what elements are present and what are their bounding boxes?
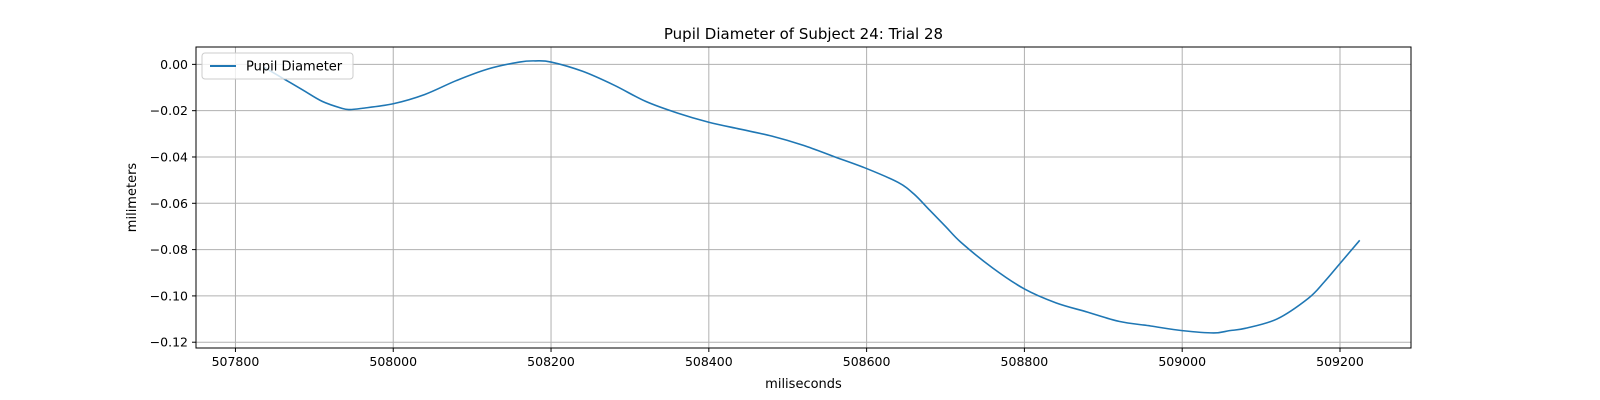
y-axis-label: milimeters xyxy=(125,163,140,233)
chart-title: Pupil Diameter of Subject 24: Trial 28 xyxy=(664,25,943,43)
grid xyxy=(196,47,1411,348)
x-tick-label: 509200 xyxy=(1316,354,1364,369)
y-tick-label: −0.06 xyxy=(150,196,188,211)
x-axis: 507800 508000 508200 508400 508600 508800 5090… xyxy=(212,348,1364,369)
x-tick-label: 508600 xyxy=(843,354,891,369)
series-line-pupil-diameter xyxy=(262,59,1361,334)
series-layer xyxy=(262,59,1361,334)
x-tick-label: 508000 xyxy=(369,354,417,369)
y-tick-label: −0.04 xyxy=(150,149,188,164)
x-tick-label: 508400 xyxy=(685,354,733,369)
legend-box xyxy=(201,52,354,80)
legend-label-pupil-diameter: Pupil Diameter xyxy=(246,60,343,75)
x-tick-label: 507800 xyxy=(212,354,260,369)
x-tick-label: 508800 xyxy=(1001,354,1049,369)
y-tick-label: −0.02 xyxy=(150,103,188,118)
plot-frame xyxy=(195,46,1412,349)
legend: Pupil Diameter xyxy=(201,52,354,80)
y-tick-label: −0.10 xyxy=(150,288,188,303)
x-axis-label: miliseconds xyxy=(765,377,842,392)
x-tick-label: 508200 xyxy=(527,354,575,369)
x-tick-label: 509000 xyxy=(1158,354,1206,369)
y-tick-label: −0.08 xyxy=(150,242,188,257)
y-tick-label: 0.00 xyxy=(160,57,188,72)
y-axis: 0.00 −0.02 −0.04 −0.06 −0.08 −0.10 −0.12 xyxy=(150,57,196,350)
y-tick-label: −0.12 xyxy=(150,335,188,350)
